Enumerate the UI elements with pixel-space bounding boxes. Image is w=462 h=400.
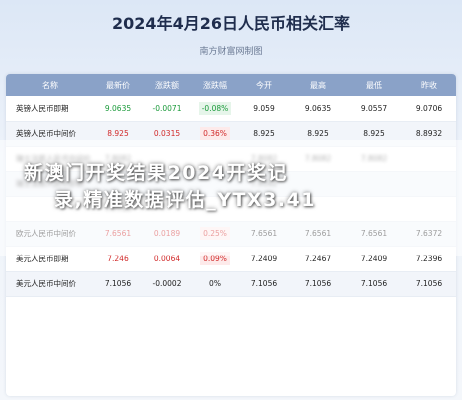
open-value: 9.059 [253, 103, 275, 113]
change-value: -0.0071 [152, 103, 182, 113]
pct-value: -0.08% [198, 101, 232, 115]
currency-name-cell: 美元人民币中间价 [6, 271, 94, 297]
pct-cell: 0% [192, 271, 238, 297]
open-value: 7.1056 [250, 279, 278, 288]
watermark-overlay [0, 140, 462, 256]
column-header: 涨跌额 [155, 80, 179, 90]
latest-cell: 9.0635 [94, 96, 142, 122]
page-subtitle: 南方财富网制图 [199, 47, 263, 57]
high-cell: 9.0635 [290, 96, 346, 122]
column-header: 名称 [42, 80, 58, 90]
latest-value: 8.925 [107, 129, 129, 138]
high-value: 7.2467 [304, 254, 332, 263]
prev-cell: 9.0706 [402, 96, 456, 122]
change-value: 0.0064 [153, 254, 181, 263]
column-header: 昨收 [421, 80, 437, 90]
open-cell: 7.1056 [238, 271, 290, 297]
change-cell: -0.0071 [142, 96, 192, 122]
prev-value: 7.1056 [415, 279, 443, 288]
high-value: 9.0635 [304, 103, 332, 113]
column-header: 最低 [366, 80, 382, 90]
prev-value: 8.8932 [415, 129, 443, 138]
open-value: 8.925 [253, 129, 275, 138]
low-value: 9.0557 [360, 103, 388, 113]
open-cell: 9.059 [238, 96, 290, 122]
latest-value: 7.246 [107, 254, 129, 263]
low-value: 7.2409 [360, 254, 388, 263]
table-row: 英镑人民币即期 9.0635 -0.0071 -0.08% 9.059 9.0635 9.0… [6, 96, 456, 122]
table-header-row: 名称 最新价 涨跌额 涨跌幅 今开 最高 最低 昨收 [6, 74, 456, 96]
change-value: 0.0315 [153, 129, 181, 138]
pct-value: 0.36% [200, 127, 230, 140]
prev-cell: 7.1056 [402, 271, 456, 297]
high-value: 8.925 [307, 129, 329, 138]
pct-cell: -0.08% [192, 96, 238, 122]
latest-value: 7.1056 [104, 279, 132, 288]
currency-name-cell: 英镑人民币即期 [6, 96, 94, 122]
change-value: -0.0002 [152, 279, 182, 288]
latest-cell: 7.1056 [94, 271, 142, 297]
latest-value: 9.0635 [104, 103, 132, 113]
prev-value: 9.0706 [415, 103, 443, 113]
column-header: 涨跌幅 [203, 80, 227, 90]
low-cell: 9.0557 [346, 96, 402, 122]
column-header: 今开 [256, 80, 272, 90]
watermark-line-1: 新澳门开奖结果2024开奖记 [24, 162, 288, 184]
low-value: 7.1056 [360, 279, 388, 288]
low-value: 8.925 [363, 129, 385, 138]
change-cell: -0.0002 [142, 271, 192, 297]
page-title: 2024年4月26日人民币相关汇率 [112, 14, 350, 33]
table-row: 美元人民币中间价 7.1056 -0.0002 0% 7.1056 7.1056 7.105… [6, 271, 456, 297]
low-cell: 7.1056 [346, 271, 402, 297]
prev-value: 7.2396 [415, 254, 443, 263]
high-value: 7.1056 [304, 279, 332, 288]
watermark-line-2: 录,精准数据评估_YTX3.41 [54, 189, 316, 211]
open-value: 7.2409 [250, 254, 278, 263]
pct-value: 0% [209, 279, 221, 288]
high-cell: 7.1056 [290, 271, 346, 297]
column-header: 最高 [310, 80, 326, 90]
watermark-text: 新澳门开奖结果2024开奖记 录,精准数据评估_YTX3.41 [24, 160, 462, 214]
column-header: 最新价 [106, 80, 130, 90]
